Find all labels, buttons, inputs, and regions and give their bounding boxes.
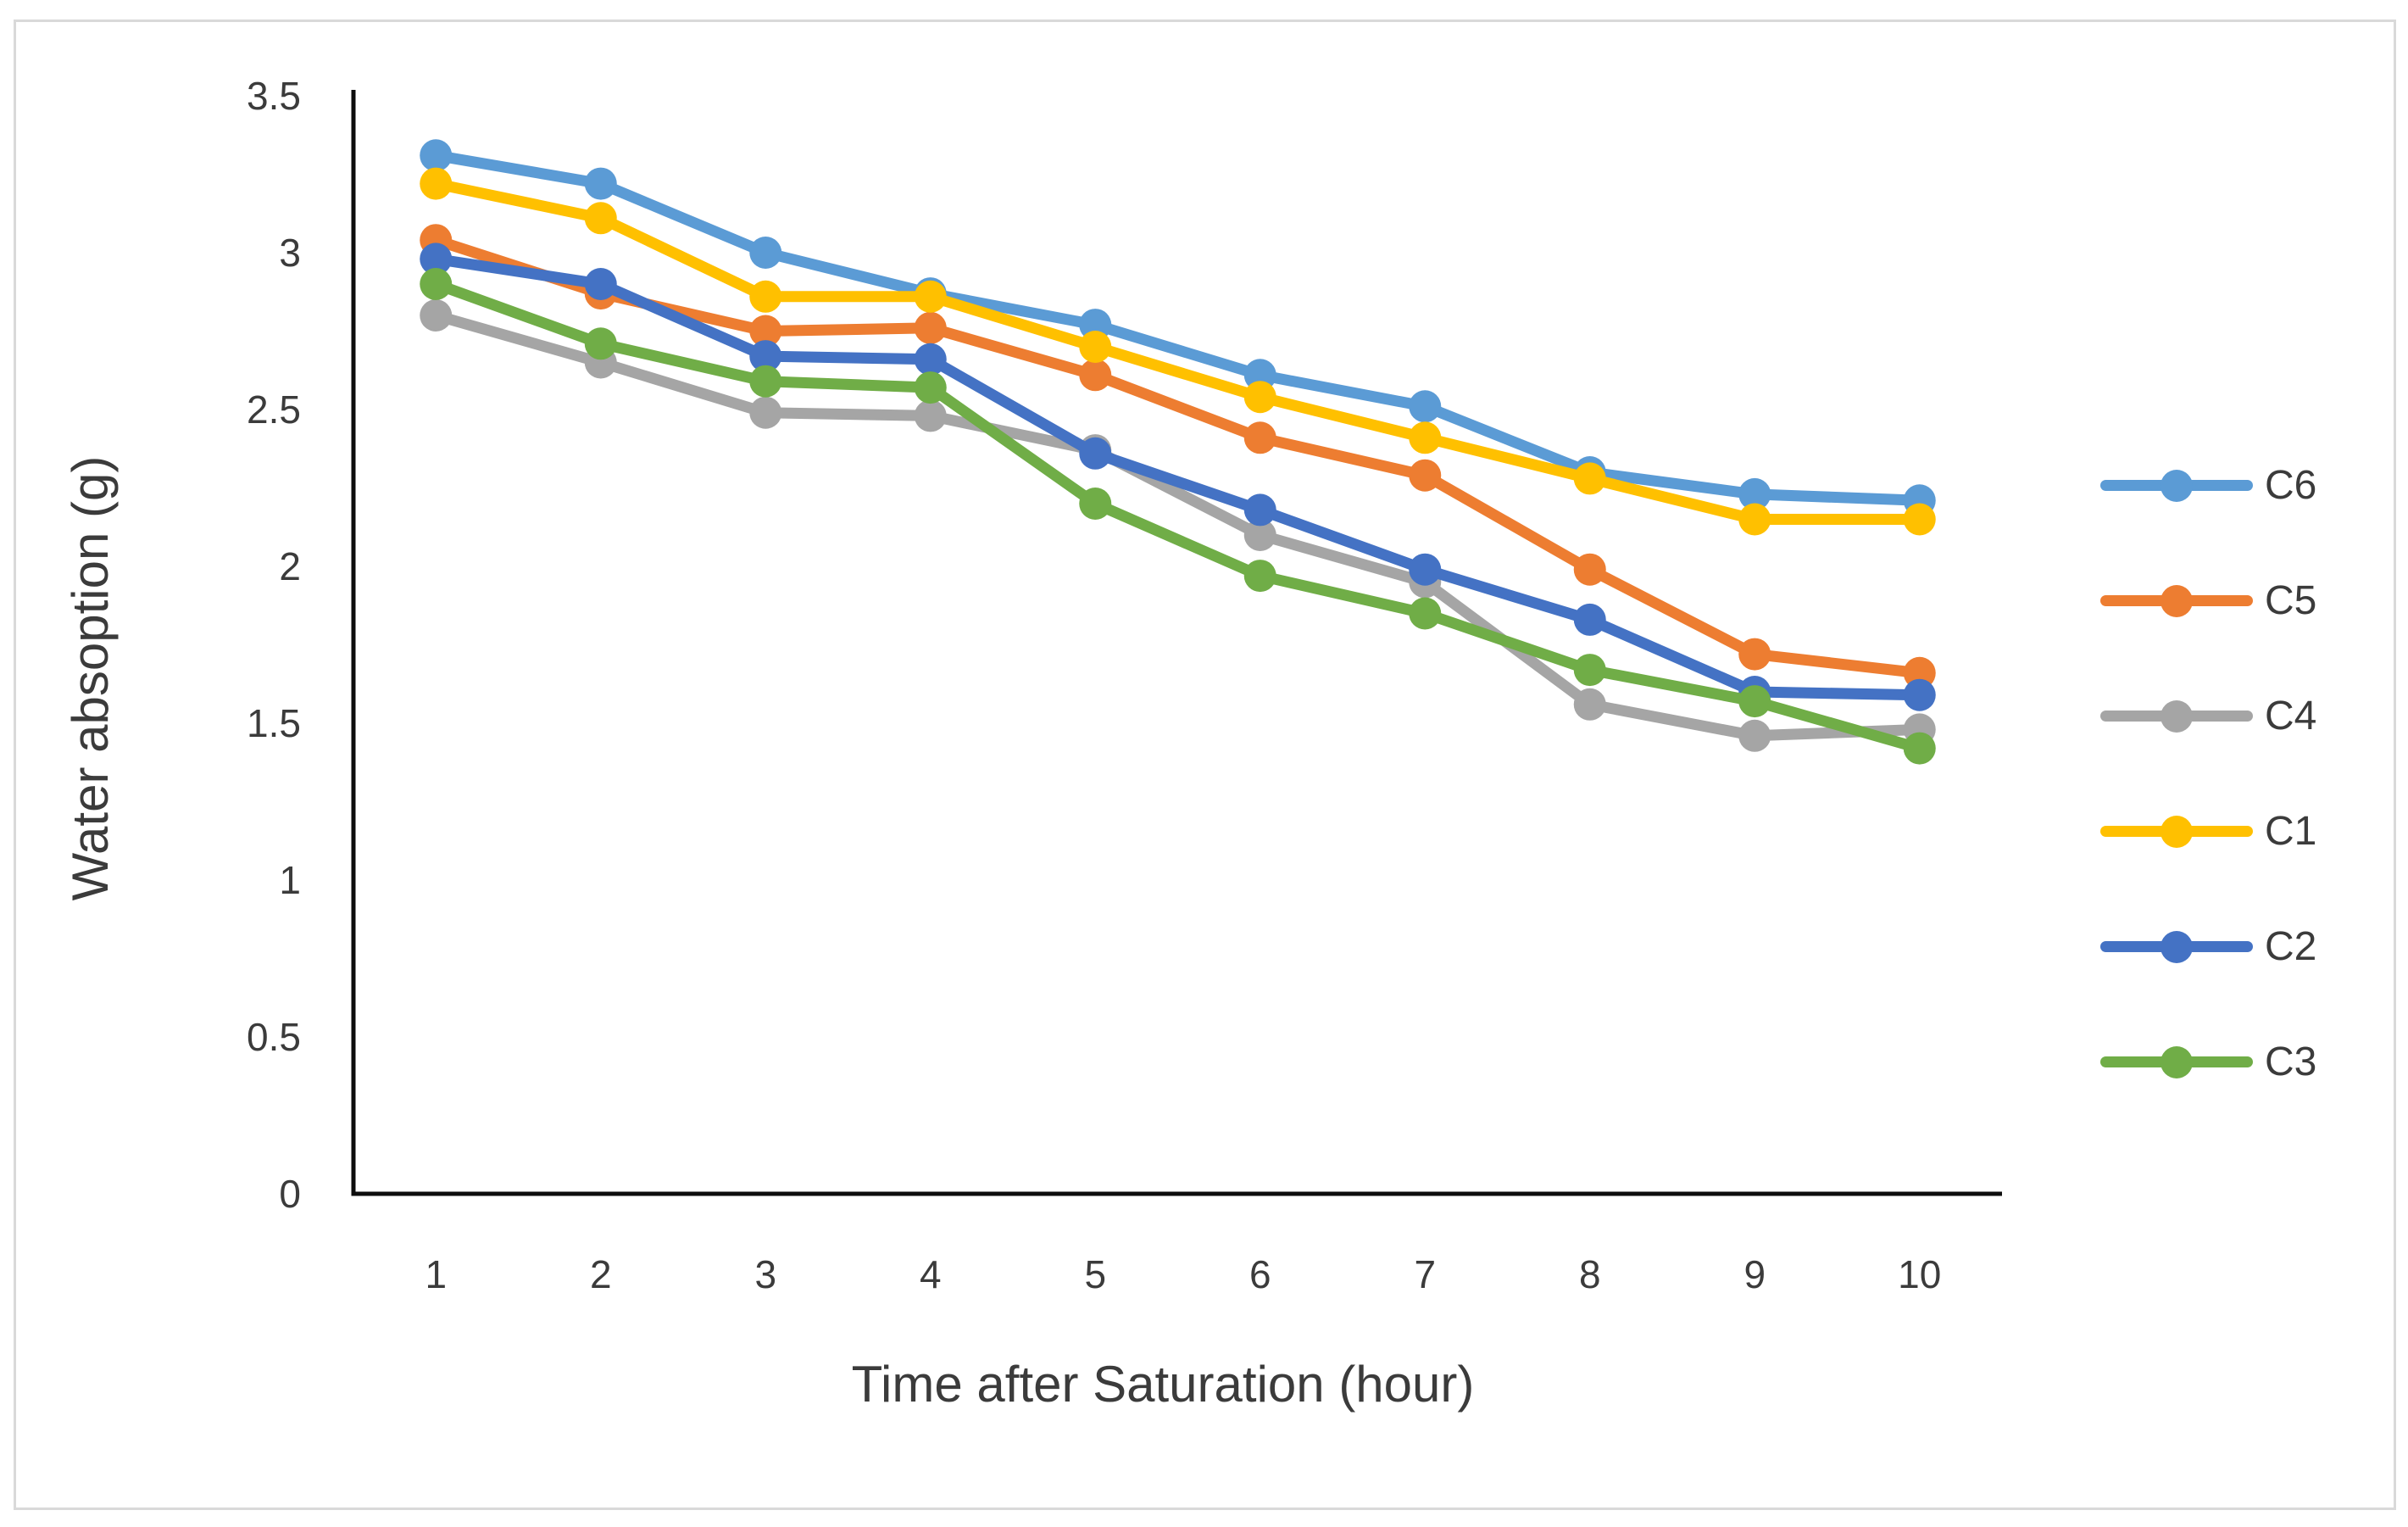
series-C1-marker-x10 (1903, 503, 1936, 536)
legend-item-C5: C5 (2100, 576, 2389, 627)
series-C6-marker-x9 (1738, 477, 1771, 510)
legend-marker-icon-C3 (2161, 1046, 2193, 1078)
y-tick-label-1: 1 (279, 858, 301, 902)
series-C2-marker-x10 (1903, 678, 1936, 711)
series-C2-marker-x4 (914, 343, 947, 376)
series-C3-marker-x5 (1079, 488, 1112, 520)
series-C2-line (430, 253, 1926, 701)
series-C1-marker-x2 (584, 202, 617, 235)
y-axis-title: Water absoption (g) (62, 455, 119, 901)
series-C1-marker-x5 (1079, 331, 1112, 363)
legend-item-C4: C4 (2100, 691, 2389, 742)
series-C2-marker-x5 (1079, 437, 1112, 470)
x-tick-label-3: 3 (754, 1252, 777, 1296)
y-tick-label-3.5: 3.5 (247, 74, 301, 118)
y-tick-label-2.5: 2.5 (247, 387, 301, 432)
series-C1-marker-x3 (749, 280, 782, 313)
series-C2-marker-x3 (749, 340, 782, 373)
series-C1-marker-x6 (1243, 381, 1276, 414)
series-C5-marker-x7 (1409, 459, 1442, 492)
series-C5-marker-x5 (1079, 359, 1112, 392)
x-tick-label-10: 10 (1898, 1252, 1942, 1296)
series-C4-marker-x8 (1573, 688, 1606, 721)
series-C1-marker-x8 (1573, 462, 1606, 495)
x-tick-label-7: 7 (1414, 1252, 1437, 1296)
legend-label-C5: C5 (2265, 578, 2317, 623)
x-tick-label-5: 5 (1084, 1252, 1107, 1296)
legend-label-C1: C1 (2265, 809, 2317, 854)
legend-label-C4: C4 (2265, 694, 2317, 738)
series-C3-marker-x7 (1409, 597, 1442, 630)
legend-label-C6: C6 (2265, 463, 2317, 508)
series-C4-line (430, 309, 1926, 742)
series-C5-marker-x9 (1738, 638, 1771, 671)
series-C3-marker-x8 (1573, 654, 1606, 687)
legend-marker-icon-C2 (2161, 931, 2193, 963)
x-tick-label-9: 9 (1743, 1252, 1766, 1296)
legend-item-C3: C3 (2100, 1037, 2389, 1088)
series-C3-marker-x9 (1738, 685, 1771, 718)
x-tick-label-2: 2 (589, 1252, 612, 1296)
series-C3-line (430, 278, 1926, 755)
series-C4-marker-x4 (914, 399, 947, 432)
series-C3-marker-x1 (420, 268, 453, 300)
series-C2-marker-x1 (420, 242, 453, 276)
x-tick-label-1: 1 (425, 1252, 448, 1296)
series-C5-marker-x3 (749, 315, 782, 348)
series-C4-marker-x9 (1738, 719, 1771, 752)
series-C3-marker-x3 (749, 365, 782, 398)
series-C5-marker-x8 (1573, 553, 1606, 586)
series-C4-marker-x6 (1243, 519, 1276, 551)
x-tick-label-4: 4 (919, 1252, 942, 1296)
legend-item-C2: C2 (2100, 922, 2389, 972)
legend-marker-icon-C5 (2161, 585, 2193, 617)
series-C5-line (430, 234, 1926, 679)
series-C3-marker-x6 (1243, 560, 1276, 593)
series-C3-marker-x4 (914, 371, 947, 404)
series-C2-marker-x7 (1409, 553, 1442, 586)
series-C5-marker-x4 (914, 311, 947, 344)
legend-marker-icon-C6 (2161, 470, 2193, 502)
series-C4-marker-x3 (749, 396, 782, 429)
series-C2-marker-x6 (1243, 493, 1276, 527)
x-tick-label-6: 6 (1248, 1252, 1271, 1296)
series-C6-marker-x2 (584, 167, 617, 200)
series-C1-marker-x9 (1738, 503, 1771, 536)
legend-item-C1: C1 (2100, 806, 2389, 857)
series-C4-marker-x1 (420, 299, 453, 332)
series-C6-marker-x7 (1409, 390, 1442, 423)
y-tick-label-3: 3 (279, 231, 301, 275)
legend-label-C2: C2 (2265, 924, 2317, 969)
x-tick-label-8: 8 (1578, 1252, 1601, 1296)
series-C6-marker-x1 (420, 139, 453, 172)
series-C6-line (430, 149, 1926, 506)
legend-marker-icon-C1 (2161, 816, 2193, 848)
series-C2-marker-x8 (1573, 603, 1606, 636)
legend-item-C6: C6 (2100, 460, 2389, 511)
series-C3-marker-x2 (584, 327, 617, 360)
series-C5-marker-x6 (1243, 421, 1276, 454)
y-tick-label-2: 2 (279, 544, 301, 588)
y-tick-label-0.5: 0.5 (247, 1015, 301, 1059)
series-C2-marker-x2 (584, 268, 617, 300)
chart-frame-border (14, 20, 2396, 1510)
x-axis-title: Time after Saturation (hour) (851, 1356, 1475, 1413)
series-C1-line (430, 178, 1926, 525)
legend-label-C3: C3 (2265, 1039, 2317, 1084)
series-C1-marker-x4 (914, 280, 947, 313)
series-C3-marker-x10 (1903, 732, 1936, 765)
legend-marker-icon-C4 (2161, 700, 2193, 733)
series-C1-marker-x1 (420, 167, 453, 200)
y-tick-label-1.5: 1.5 (247, 701, 301, 745)
series-C6-marker-x3 (749, 237, 782, 269)
series-C1-marker-x7 (1409, 421, 1442, 454)
y-tick-label-0: 0 (279, 1172, 301, 1216)
